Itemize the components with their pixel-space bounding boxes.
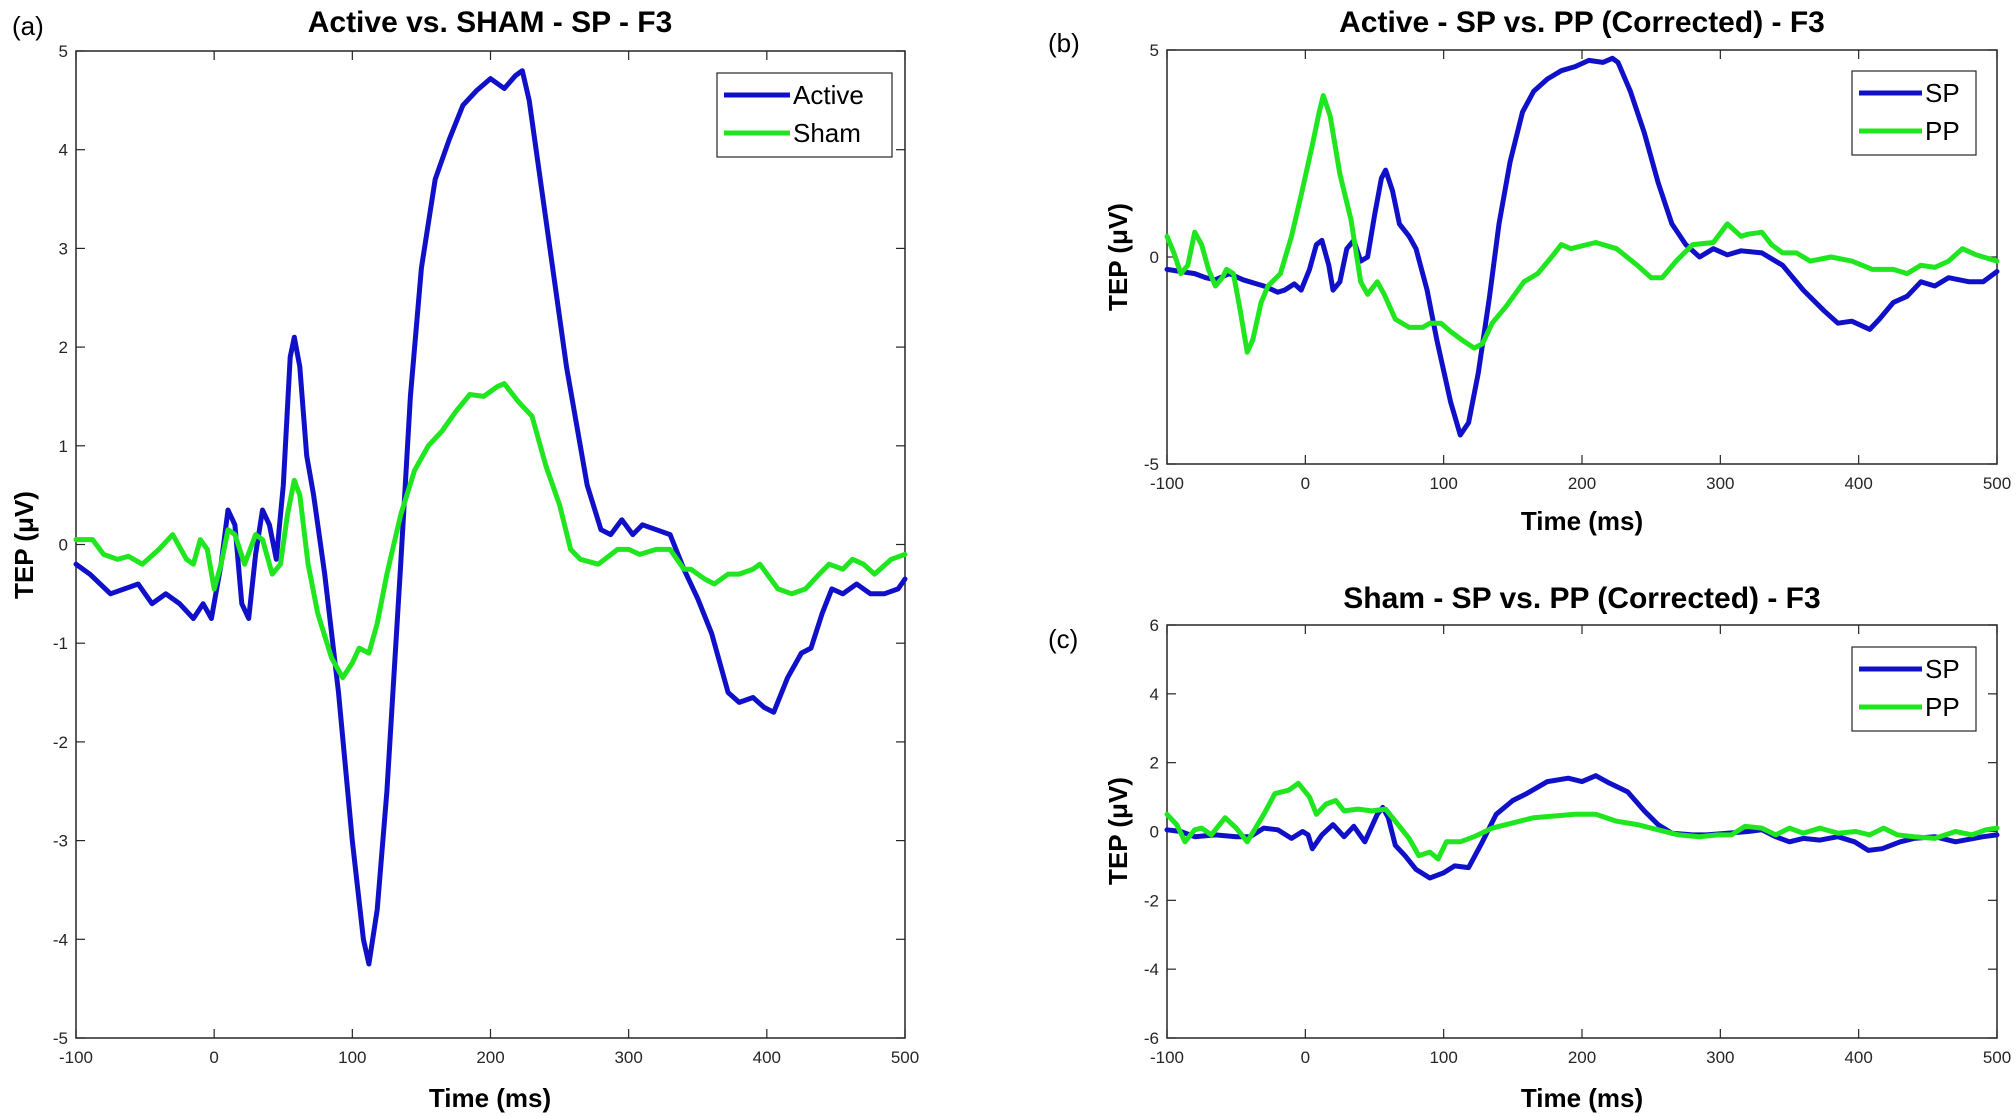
y-tick-label: -3 — [53, 832, 68, 851]
x-tick-label: 0 — [1301, 1048, 1310, 1067]
y-tick-label: -2 — [1144, 891, 1159, 910]
tick-group: -100 0 100 200 300 400 500 -5 0 5 — [1144, 41, 2011, 493]
legend-label: Active — [793, 80, 864, 110]
legend-box — [1851, 70, 1977, 156]
x-axis-label: Time (ms) — [429, 1083, 551, 1113]
y-axis-label: TEP (μV) — [9, 491, 39, 599]
y-axis-label: TEP (μV) — [1103, 777, 1133, 885]
y-tick-label: -5 — [1144, 455, 1159, 474]
series-line-sp — [1164, 55, 2000, 438]
legend-label: PP — [1925, 692, 1960, 722]
x-tick-label: 300 — [1706, 1048, 1734, 1067]
y-tick-label: 4 — [1150, 685, 1159, 704]
x-tick-label: 100 — [1429, 474, 1457, 493]
x-tick-label: 100 — [338, 1048, 366, 1067]
y-tick-label: 1 — [59, 437, 68, 456]
legend: SP PP — [1851, 70, 1977, 156]
y-axis-label: TEP (μV) — [1103, 203, 1133, 311]
x-tick-label: 200 — [476, 1048, 504, 1067]
y-tick-label: -2 — [53, 733, 68, 752]
legend-label: SP — [1925, 654, 1960, 684]
x-tick-label: 0 — [1301, 474, 1310, 493]
x-tick-label: 200 — [1568, 474, 1596, 493]
panel-label: (b) — [1048, 28, 1080, 58]
series-group — [1164, 55, 2000, 438]
y-tick-label: -6 — [1144, 1029, 1159, 1048]
legend-label: SP — [1925, 78, 1960, 108]
x-tick-label: 200 — [1568, 1048, 1596, 1067]
x-tick-label: -100 — [59, 1048, 93, 1067]
chart-title: Sham - SP vs. PP (Corrected) - F3 — [1343, 582, 1820, 615]
chart-title: Active - SP vs. PP (Corrected) - F3 — [1339, 6, 1825, 39]
x-tick-label: 400 — [753, 1048, 781, 1067]
x-axis-label: Time (ms) — [1521, 1083, 1643, 1113]
panel-c: (c) Sham - SP vs. PP (Corrected) - F3 Ti… — [1048, 582, 2011, 1113]
x-tick-label: 300 — [614, 1048, 642, 1067]
y-tick-label: -5 — [53, 1029, 68, 1048]
chart-title: Active vs. SHAM - SP - F3 — [308, 6, 673, 39]
x-tick-label: 100 — [1429, 1048, 1457, 1067]
legend-label: PP — [1925, 116, 1960, 146]
y-tick-label: -4 — [1144, 960, 1159, 979]
series-line-active — [73, 68, 908, 967]
x-tick-label: 400 — [1844, 1048, 1872, 1067]
tick-group: -100 0 100 200 300 400 500 -5 -4 -3 -2 -1 0 1 2 3 4 5 — [53, 42, 919, 1067]
y-tick-label: 0 — [59, 536, 68, 555]
panel-b: (b) Active - SP vs. PP (Corrected) - F3 … — [1048, 6, 2011, 536]
x-axis-label: Time (ms) — [1521, 506, 1643, 536]
y-tick-label: 4 — [59, 141, 68, 160]
series-line-pp — [1164, 780, 2000, 862]
y-tick-label: 3 — [59, 239, 68, 258]
x-tick-label: 500 — [891, 1048, 919, 1067]
x-tick-label: 500 — [1983, 474, 2011, 493]
panel-label: (c) — [1048, 624, 1078, 654]
x-tick-label: -100 — [1150, 1048, 1184, 1067]
x-tick-label: 500 — [1983, 1048, 2011, 1067]
series-line-pp — [1164, 93, 2000, 355]
y-tick-label: -1 — [53, 634, 68, 653]
y-tick-label: 2 — [1150, 754, 1159, 773]
x-tick-label: 400 — [1844, 474, 1872, 493]
x-tick-label: -100 — [1150, 474, 1184, 493]
tick-group: -100 0 100 200 300 400 500 -6 -4 -2 0 2 4 6 — [1144, 616, 2011, 1067]
y-tick-label: 2 — [59, 338, 68, 357]
y-tick-label: 5 — [59, 42, 68, 61]
y-tick-label: 0 — [1150, 248, 1159, 267]
legend-label: Sham — [793, 118, 861, 148]
legend: SP PP — [1851, 646, 1977, 732]
legend-box — [1851, 646, 1977, 732]
legend-box — [716, 72, 893, 158]
series-group — [1164, 773, 2000, 881]
x-tick-label: 300 — [1706, 474, 1734, 493]
series-line-sham — [73, 381, 908, 681]
y-tick-label: 6 — [1150, 616, 1159, 635]
y-tick-label: -4 — [53, 930, 68, 949]
y-tick-label: 5 — [1150, 41, 1159, 60]
x-tick-label: 0 — [209, 1048, 218, 1067]
series-group — [73, 68, 908, 967]
legend: Active Sham — [716, 72, 893, 158]
y-tick-label: 0 — [1150, 823, 1159, 842]
panel-label: (a) — [12, 11, 44, 41]
series-line-sp — [1164, 773, 2000, 881]
panel-a: (a) Active vs. SHAM - SP - F3 Time (ms) … — [9, 6, 919, 1113]
